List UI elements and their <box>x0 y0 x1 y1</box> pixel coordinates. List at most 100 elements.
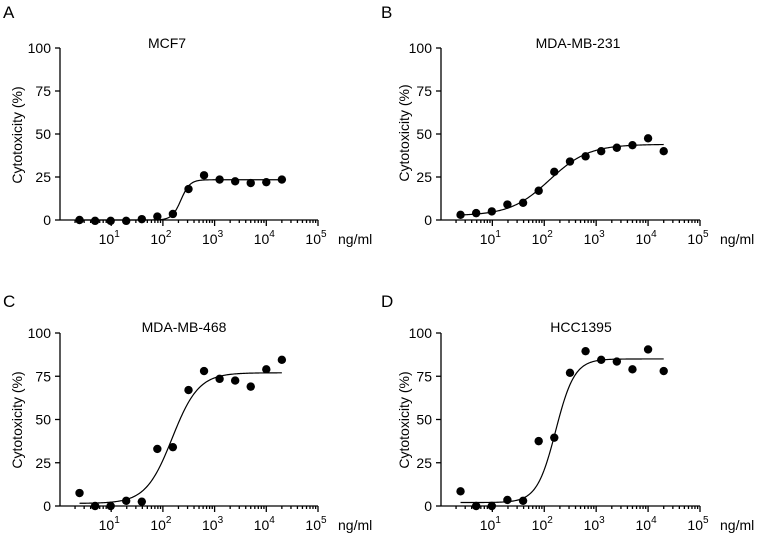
x-tick-label: 103 <box>584 515 606 533</box>
y-tick-label: 100 <box>409 40 433 56</box>
data-point <box>121 216 131 226</box>
data-point <box>137 214 147 224</box>
y-tick-label: 75 <box>35 368 51 384</box>
x-tick-exponent: 1 <box>114 515 120 526</box>
x-tick-exponent: 1 <box>495 229 501 240</box>
x-tick-exponent: 4 <box>269 515 275 526</box>
x-tick-exponent: 3 <box>218 229 224 240</box>
data-point <box>471 501 481 511</box>
x-tick-label: 102 <box>150 229 172 247</box>
x-tick-exponent: 4 <box>269 229 275 240</box>
x-tick-exponent: 2 <box>166 229 172 240</box>
panel-letter: D <box>381 292 393 311</box>
y-tick-label: 0 <box>43 212 51 228</box>
y-tick-label: 0 <box>43 498 51 514</box>
data-point <box>581 346 590 356</box>
x-tick-label: 103 <box>202 229 224 247</box>
data-point <box>106 216 115 226</box>
x-tick-label: 101 <box>99 515 121 533</box>
data-point <box>487 207 497 216</box>
data-point <box>518 198 528 207</box>
x-tick-label: 103 <box>584 229 606 247</box>
x-tick-exponent: 5 <box>703 229 709 240</box>
x-tick-exponent: 5 <box>321 515 327 526</box>
x-tick-label: 101 <box>99 229 121 247</box>
x-tick-exponent: 2 <box>547 229 553 240</box>
x-tick-label: 104 <box>636 515 658 533</box>
panel-letter: C <box>3 292 15 311</box>
x-tick-label: 104 <box>254 515 276 533</box>
y-tick-label: 100 <box>28 40 52 56</box>
x-tick-exponent: 3 <box>599 229 605 240</box>
data-point <box>246 382 255 391</box>
x-tick-label: 105 <box>305 515 327 533</box>
data-point <box>659 366 668 376</box>
x-axis-label: ng/ml <box>338 231 372 247</box>
y-tick-label: 25 <box>35 169 51 185</box>
data-point <box>612 357 622 366</box>
y-tick-label: 50 <box>35 126 51 142</box>
data-point <box>184 184 193 194</box>
data-point <box>565 368 575 377</box>
chart-title: HCC1395 <box>550 319 612 335</box>
data-point <box>659 147 668 156</box>
y-tick-label: 75 <box>416 83 432 99</box>
fit-curve <box>460 143 664 216</box>
x-tick-label: 102 <box>150 515 172 533</box>
data-point <box>90 501 100 511</box>
y-tick-label: 50 <box>416 412 432 428</box>
data-point <box>597 147 606 156</box>
data-point <box>487 501 497 511</box>
y-axis-label: Cytotoxicity (%) <box>396 84 412 181</box>
y-tick-label: 50 <box>416 126 432 142</box>
x-tick-label: 101 <box>480 515 502 533</box>
chart-title: MDA-MB-468 <box>142 319 227 335</box>
x-tick-exponent: 2 <box>166 515 172 526</box>
y-axis-label: Cytotoxicity (%) <box>9 371 25 468</box>
data-point <box>230 376 240 385</box>
y-tick-label: 100 <box>409 325 433 341</box>
y-axis-label: Cytotoxicity (%) <box>9 86 25 183</box>
data-point <box>456 487 465 496</box>
data-point <box>215 175 224 184</box>
y-tick-label: 75 <box>416 368 432 384</box>
chart-title: MDA-MB-231 <box>536 35 621 51</box>
x-tick-label: 105 <box>305 229 327 247</box>
data-point <box>565 157 575 166</box>
data-point <box>503 200 512 209</box>
data-point <box>199 366 209 376</box>
x-tick-label: 102 <box>532 229 554 247</box>
x-tick-label: 105 <box>687 515 709 533</box>
data-point <box>168 209 178 219</box>
x-tick-label: 104 <box>254 229 276 247</box>
data-point <box>550 433 559 442</box>
y-tick-label: 25 <box>416 169 432 185</box>
panel-letter: A <box>3 3 15 22</box>
data-point <box>277 175 287 184</box>
data-point <box>643 345 653 354</box>
data-point <box>503 495 512 505</box>
data-point <box>456 210 465 220</box>
x-tick-exponent: 2 <box>547 515 553 526</box>
data-point <box>277 355 287 365</box>
x-axis-label: ng/ml <box>720 231 754 247</box>
data-point <box>597 355 606 365</box>
y-tick-label: 0 <box>424 212 432 228</box>
data-point <box>121 496 131 506</box>
x-tick-label: 104 <box>636 229 658 247</box>
x-tick-exponent: 4 <box>651 229 657 240</box>
data-point <box>199 171 209 180</box>
data-point <box>628 140 637 150</box>
data-point <box>471 208 481 218</box>
data-point <box>262 365 271 374</box>
data-point <box>643 134 653 143</box>
y-axis-label: Cytotoxicity (%) <box>396 371 412 468</box>
x-tick-label: 105 <box>687 229 709 247</box>
data-point <box>262 177 271 187</box>
data-point <box>612 143 622 152</box>
data-point <box>90 216 100 226</box>
data-point <box>75 488 84 498</box>
